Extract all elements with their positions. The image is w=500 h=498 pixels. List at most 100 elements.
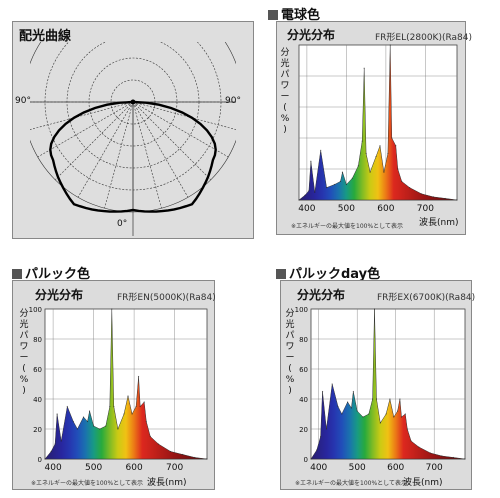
data-point	[341, 171, 344, 173]
data-point	[320, 149, 322, 151]
chart-note: ※エネルギーの最大値を100%として表示	[31, 480, 144, 487]
data-point	[345, 183, 347, 186]
data-point	[72, 420, 74, 423]
data-point	[406, 428, 408, 430]
y-tick-label: 80	[33, 336, 42, 344]
chart-model: FR形EL(2800K)(Ra84)	[375, 33, 473, 43]
y-axis-label-char: 光	[280, 59, 290, 69]
data-point	[369, 171, 371, 173]
y-axis-label-char: ワ	[280, 81, 290, 91]
data-point	[389, 398, 391, 400]
y-tick-label: 100	[29, 306, 42, 314]
y-axis-label-char: ー	[19, 353, 29, 363]
data-point	[82, 416, 85, 418]
data-point	[99, 428, 101, 430]
data-point	[429, 452, 431, 454]
data-point	[325, 428, 327, 430]
data-point	[346, 401, 349, 403]
data-point	[464, 458, 466, 460]
data-point	[320, 435, 322, 438]
x-tick-label: 400	[310, 463, 327, 473]
data-point	[389, 44, 391, 46]
x-tick-label: 700	[166, 463, 183, 473]
data-point	[339, 180, 342, 182]
data-point	[113, 405, 115, 408]
chart-panel-dayc: 分光分布 FR形EX(6700K)(Ra84) 分光パワー(%) 400 500 6…	[280, 280, 475, 490]
polar-title: 配光曲線	[19, 29, 72, 44]
polar-label-left: 90°	[15, 96, 31, 106]
y-axis-label-char: ー	[285, 353, 295, 363]
data-point	[117, 428, 119, 430]
y-axis-label-char: 分	[280, 48, 290, 58]
x-tick-label: 500	[338, 204, 355, 214]
y-tick-label: 20	[33, 426, 42, 434]
bullet-square-icon	[12, 269, 22, 279]
y-axis-label-char: )	[283, 125, 287, 135]
data-point	[362, 416, 364, 418]
data-point	[137, 375, 140, 378]
y-axis-label-char: (	[283, 103, 287, 113]
data-point	[298, 199, 300, 201]
y-tick-label: 20	[299, 426, 308, 434]
data-point	[105, 425, 107, 427]
chart-title: 分光分布	[287, 28, 336, 42]
data-point	[383, 171, 385, 173]
y-axis-label-char: ワ	[19, 342, 29, 352]
data-point	[123, 413, 125, 415]
data-point	[356, 410, 358, 412]
chart-note: ※エネルギーの最大値を100%として表示	[291, 223, 404, 230]
section-title-dayc: パルックday色	[276, 263, 380, 282]
x-tick-label: 500	[85, 463, 102, 473]
data-point	[409, 187, 411, 189]
y-axis-label-char: 分	[19, 309, 29, 319]
data-point	[397, 410, 399, 412]
data-point	[169, 450, 172, 453]
data-point	[149, 435, 151, 438]
y-axis-label-char: %	[285, 375, 295, 385]
data-point	[400, 416, 403, 418]
light-distribution-curve	[49, 100, 217, 213]
polar-grid-ray	[132, 101, 229, 158]
data-point	[206, 458, 208, 460]
data-point	[194, 456, 196, 459]
spectrum-plot: 400 500 600 700	[298, 44, 458, 214]
data-point	[304, 194, 306, 196]
data-point	[361, 140, 363, 142]
data-point	[385, 413, 387, 415]
y-axis-label-char: (	[22, 364, 26, 374]
data-point	[404, 413, 406, 415]
polar-grid-ray	[37, 101, 134, 158]
y-tick-label: 100	[295, 306, 308, 314]
polar-grid	[30, 42, 236, 236]
x-tick-label: 600	[377, 204, 394, 214]
polar-center-dot	[130, 99, 136, 105]
polar-grid-ray	[132, 101, 236, 130]
x-tick-label: 400	[298, 204, 315, 214]
data-point	[326, 187, 328, 189]
data-point	[410, 440, 412, 442]
polar-grid-ray	[104, 101, 134, 209]
y-tick-label: 40	[33, 396, 42, 404]
data-point	[316, 449, 318, 451]
data-point	[373, 308, 376, 310]
chart-title: 分光分布	[35, 288, 84, 302]
polar-grid-ray	[77, 101, 134, 198]
data-point	[321, 390, 324, 393]
y-axis-label-char: %	[280, 114, 290, 124]
data-point	[399, 398, 401, 400]
data-point	[368, 413, 370, 415]
data-point	[372, 398, 374, 400]
chart-panel-denkyu: 分光分布 FR形EL(2800K)(Ra84) 分光パワー(%) 400 500 6…	[276, 21, 472, 235]
data-point	[50, 450, 52, 453]
bullet-square-icon	[276, 269, 286, 279]
data-point	[441, 455, 443, 457]
y-axis-label: 分光パワー(%)	[279, 48, 291, 136]
data-point	[452, 456, 455, 459]
data-point	[418, 446, 420, 448]
x-tick-label: 600	[387, 463, 404, 473]
x-tick-label: 500	[349, 463, 366, 473]
y-axis-label-char: )	[288, 386, 292, 396]
y-axis-label-char: 光	[285, 320, 295, 330]
x-tick-label: 700	[417, 204, 434, 214]
data-point	[127, 395, 129, 397]
